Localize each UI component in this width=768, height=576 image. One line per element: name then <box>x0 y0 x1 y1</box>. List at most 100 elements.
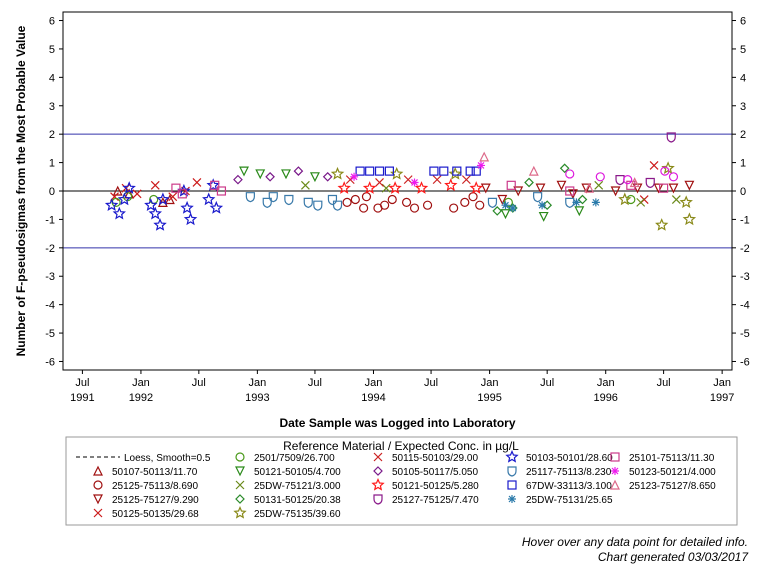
legend-label: 50131-50125/20.38 <box>254 495 341 506</box>
data-point <box>359 203 369 213</box>
legend-marker <box>233 505 247 519</box>
y-tick-label-left: 3 <box>49 101 55 113</box>
x-axis-title: Date Sample was Logged into Laboratory <box>279 416 515 430</box>
data-point <box>429 166 439 176</box>
data-point <box>239 166 249 177</box>
data-point <box>623 175 633 185</box>
x-tick-month: Jan <box>365 377 383 389</box>
x-tick-year: 1994 <box>361 392 385 404</box>
legend-item: 50115-50103/29.00 <box>373 452 478 464</box>
y-tick-label-left: 6 <box>49 16 55 28</box>
data-point <box>180 200 194 214</box>
x-tick-year: 1995 <box>477 392 501 404</box>
data-point <box>626 194 636 205</box>
x-tick-month: Jul <box>424 377 438 389</box>
data-point <box>380 200 390 210</box>
data-point <box>384 166 394 176</box>
y-axis-title: Number of F-pseudosigmas from the Most P… <box>14 25 28 356</box>
data-point <box>660 166 670 176</box>
legend-item: 25DW-75121/3.000 <box>235 480 341 492</box>
data-point <box>666 132 676 143</box>
y-tick-label-right: 2 <box>740 129 746 141</box>
legend-label: 25123-75127/8.650 <box>629 481 716 492</box>
legend-marker <box>93 465 103 476</box>
data-point <box>565 169 575 179</box>
data-point <box>117 192 132 206</box>
y-tick-label-right: 5 <box>740 44 746 56</box>
data-point <box>465 166 475 176</box>
legend-item: 25101-75113/11.30 <box>610 452 715 464</box>
data-point <box>374 166 385 176</box>
data-point <box>506 180 516 190</box>
data-point <box>461 175 471 185</box>
data-point <box>389 166 404 180</box>
y-tick-label-left: -1 <box>45 214 55 226</box>
y-tick-label-right: -5 <box>740 328 750 340</box>
data-point <box>448 166 463 180</box>
x-tick-month: Jul <box>192 377 206 389</box>
y-tick-label-left: -6 <box>45 356 55 368</box>
data-point <box>388 181 402 194</box>
data-point <box>322 171 333 182</box>
data-point <box>432 175 442 185</box>
data-point <box>475 200 485 210</box>
plot-area <box>63 132 732 249</box>
data-point <box>565 197 575 208</box>
data-point <box>183 212 198 226</box>
data-point <box>422 200 433 210</box>
data-point <box>313 200 323 211</box>
legend-label: 50125-50135/29.68 <box>112 509 199 520</box>
legend-marker <box>373 452 383 462</box>
x-tick-month: Jan <box>248 377 266 389</box>
y-tick-label-right: 1 <box>740 158 746 170</box>
y-tick-label-right: 4 <box>740 72 746 84</box>
x-tick-year: 1991 <box>70 392 94 404</box>
x-tick-month: Jan <box>481 377 499 389</box>
data-point <box>501 201 510 210</box>
legend-label: 50123-50121/4.000 <box>629 467 716 478</box>
data-point <box>330 166 345 180</box>
legend-marker <box>371 477 385 491</box>
data-point <box>679 195 693 209</box>
legend-marker <box>610 452 620 462</box>
data-point <box>350 194 360 205</box>
data-point <box>309 172 320 183</box>
data-point <box>444 178 458 192</box>
data-point <box>112 185 123 196</box>
y-tick-label-right: 3 <box>740 101 746 113</box>
legend-label: 25125-75127/9.290 <box>112 495 199 506</box>
data-point <box>577 194 588 205</box>
legend-label: 25127-75125/7.470 <box>392 495 479 506</box>
y-tick-label-right: -6 <box>740 356 750 368</box>
legend-item: 25125-75113/8.690 <box>93 480 198 492</box>
data-point <box>503 197 513 207</box>
legend-marker <box>373 494 383 505</box>
legend-label: 25DW-75131/25.65 <box>526 495 613 506</box>
data-point <box>122 181 136 194</box>
legend-label: 50103-50101/28.60 <box>526 453 613 464</box>
y-tick-label-left: 5 <box>49 44 55 56</box>
y-tick-label-left: -3 <box>45 271 55 283</box>
data-point <box>595 172 605 182</box>
data-point <box>439 166 449 176</box>
legend-label: 50121-50105/4.700 <box>254 467 341 478</box>
legend-marker <box>373 466 383 476</box>
legend-label: 25125-75113/8.690 <box>112 481 198 492</box>
y-tick-label-left: 1 <box>49 158 55 170</box>
legend-title: Reference Material / Expected Conc. in µ… <box>283 439 519 453</box>
legend-label: 2501/7509/26.700 <box>254 453 335 464</box>
data-point <box>655 218 669 231</box>
legend-marker <box>235 480 245 490</box>
legend-label: 50105-50117/5.050 <box>392 467 478 478</box>
data-point <box>192 178 202 187</box>
data-point <box>355 166 365 176</box>
y-tick-label-right: -2 <box>740 243 750 255</box>
data-point <box>469 181 484 194</box>
data-point <box>524 177 534 188</box>
legend-marker <box>611 467 619 475</box>
legend-marker <box>508 495 516 503</box>
data-point <box>342 197 352 207</box>
x-tick-year: 1997 <box>710 392 734 404</box>
data-point <box>682 212 697 226</box>
legend-item: 67DW-33113/3.100 <box>507 480 612 492</box>
